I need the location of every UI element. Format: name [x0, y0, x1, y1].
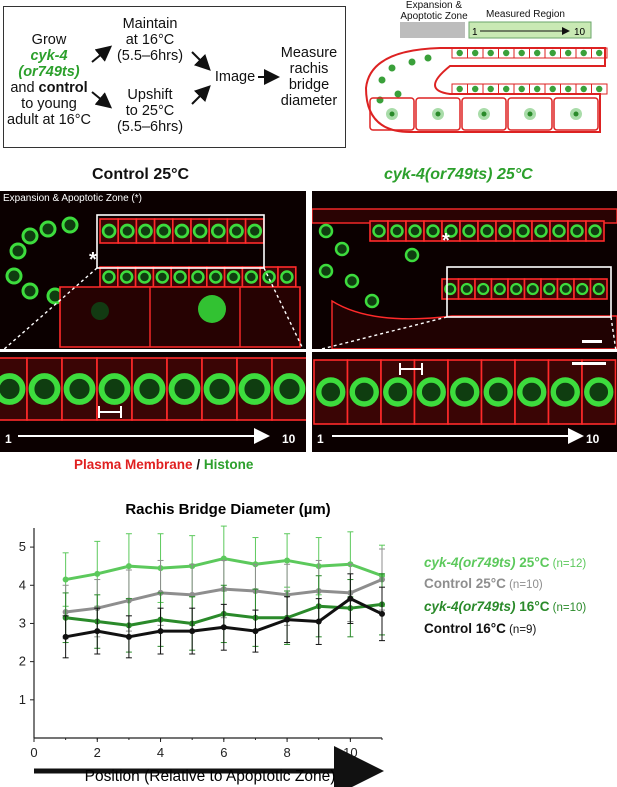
control-25-micrograph — [0, 191, 306, 349]
data-point — [94, 570, 101, 577]
zone-annotation: Expansion & Apoptotic Zone (*) — [3, 193, 142, 204]
apoptotic-star-right: * — [442, 230, 450, 252]
data-point — [315, 618, 322, 625]
range-start: 1 — [472, 27, 478, 38]
protocol-flowchart — [3, 6, 346, 148]
legend-entry-3: Control 16°C (n=9) — [424, 621, 536, 636]
x-tick-label: 10 — [343, 745, 357, 760]
y-tick-label: 4 — [19, 577, 26, 592]
data-point — [284, 557, 291, 564]
x-tick-label: 6 — [220, 745, 227, 760]
data-point — [62, 633, 69, 640]
measured-region-label: Measured Region — [486, 9, 565, 20]
range-end: 10 — [574, 27, 586, 38]
image-step: Image — [214, 69, 256, 85]
zoom-right-start: 1 — [317, 432, 324, 446]
legend-entry-0: cyk-4(or749ts) 25°C (n=12) — [424, 555, 586, 570]
stain-legend: Plasma Membrane / Histone — [74, 457, 254, 472]
series-3 — [62, 573, 385, 659]
zoom-right-end: 10 — [586, 432, 600, 446]
left-panel-title: Control 25°C — [92, 166, 190, 183]
data-point — [157, 628, 164, 635]
measure-step: Measure rachis bridge diameter — [280, 45, 338, 109]
data-point — [220, 624, 227, 631]
legend-entry-2: cyk-4(or749ts) 16°C (n=10) — [424, 599, 586, 614]
data-point — [62, 576, 69, 583]
y-tick-label: 2 — [19, 654, 26, 669]
x-tick-label: 4 — [157, 745, 164, 760]
x-axis-label: Position (Relative to Apoptotic Zone) — [85, 768, 336, 785]
data-point — [125, 563, 132, 570]
cyk4-25-micrograph — [312, 191, 617, 349]
zone-label: Expansion & Apoptotic Zone — [400, 0, 468, 22]
maintain-step: Maintain at 16°C (5.5–6hrs) — [116, 16, 184, 64]
chart-title: Rachis Bridge Diameter (µm) — [125, 501, 330, 518]
x-tick-label: 2 — [94, 745, 101, 760]
x-tick-label: 8 — [283, 745, 290, 760]
data-point — [379, 610, 385, 617]
data-point — [94, 628, 101, 635]
flow-arrows — [91, 45, 280, 109]
zone-bar — [400, 22, 465, 38]
zoom-left-start: 1 — [5, 432, 12, 446]
grow-step: Grow cyk-4 (or749ts) and control to youn… — [7, 32, 91, 128]
x-tick-label: 0 — [30, 745, 37, 760]
control-25-zoom — [0, 352, 306, 452]
data-point — [347, 595, 354, 602]
data-point — [252, 628, 259, 635]
upshift-step: Upshift to 25°C (5.5–6hrs) — [116, 87, 184, 135]
measured-bar — [468, 21, 592, 39]
zoom-left-end: 10 — [282, 432, 296, 446]
apoptotic-star-left: * — [89, 249, 97, 271]
right-panel-title: cyk-4(or749ts) 25°C — [384, 166, 533, 183]
y-tick-label: 3 — [19, 615, 26, 630]
gonad-schematic: 1 10 — [364, 21, 608, 133]
data-point — [189, 628, 196, 635]
legend-entry-1: Control 25°C (n=10) — [424, 576, 543, 591]
y-tick-label: 1 — [19, 692, 26, 707]
cyk4-25-zoom — [312, 352, 617, 452]
data-point — [284, 616, 291, 623]
y-tick-label: 5 — [19, 539, 26, 554]
rachis-bridge-chart: Rachis Bridge Diameter (µm) 1 2 3 4 5 0 2 4 6 8 10… — [19, 501, 586, 787]
data-point — [125, 633, 132, 640]
